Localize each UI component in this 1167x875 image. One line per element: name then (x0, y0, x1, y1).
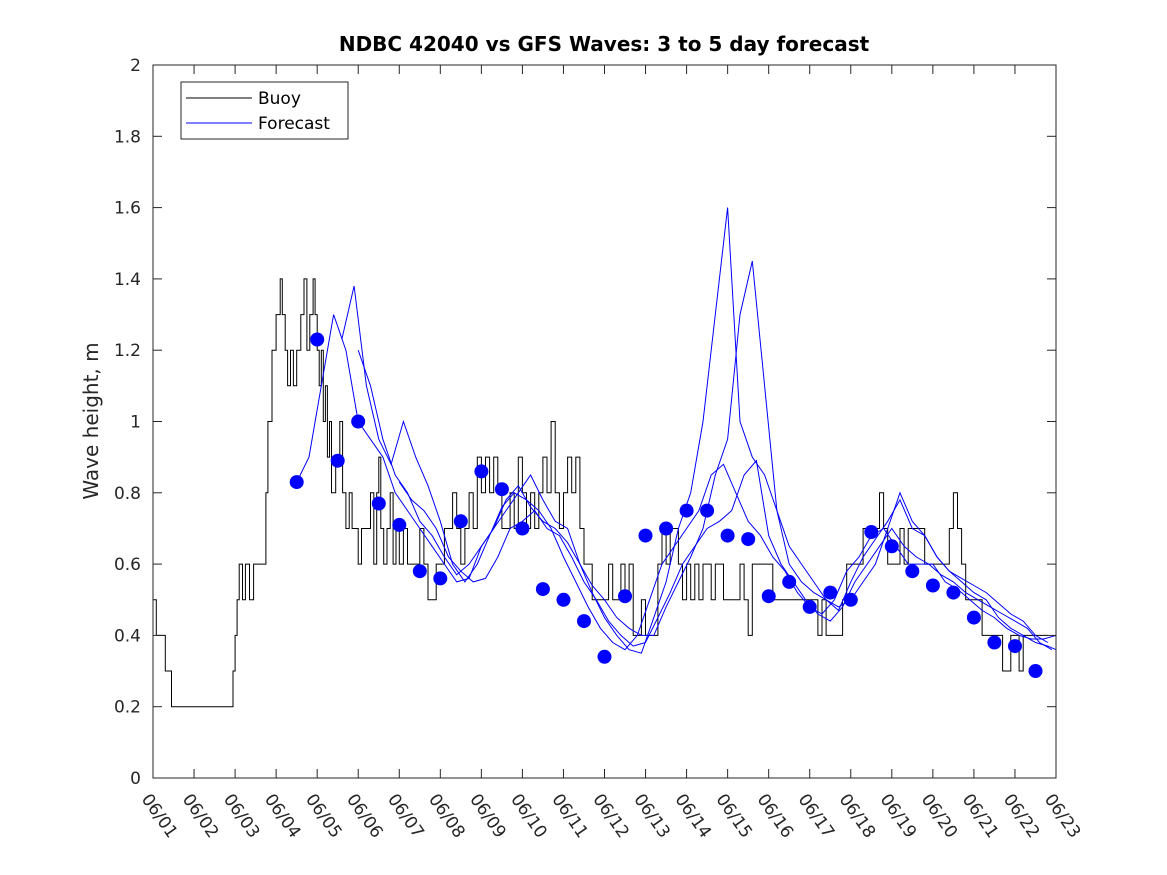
forecast-point (453, 514, 468, 529)
forecast-point (351, 414, 366, 429)
forecast-point (494, 482, 509, 497)
y-tick-label: 1.2 (114, 341, 141, 361)
forecast-point (371, 496, 386, 511)
x-tick-label: 06/08 (424, 790, 468, 842)
forecast-point (761, 589, 776, 604)
legend-forecast-label: Forecast (258, 114, 330, 134)
legend-buoy-label: Buoy (258, 89, 301, 109)
x-tick-label: 06/10 (506, 790, 550, 842)
x-tick-label: 06/19 (876, 790, 920, 842)
x-tick-label: 06/21 (958, 790, 1002, 842)
x-tick-label: 06/12 (588, 790, 632, 842)
series-layer (153, 207, 1057, 708)
y-tick-label: 1.8 (114, 127, 141, 147)
forecast-point (843, 592, 858, 607)
x-tick-label: 06/02 (178, 790, 222, 842)
plot-area (153, 65, 1056, 778)
y-tick-label: 1.4 (114, 270, 141, 290)
x-tick-label: 06/01 (137, 790, 181, 842)
y-tick-label: 0.4 (114, 626, 141, 646)
x-tick-label: 06/17 (794, 790, 838, 842)
forecast-point (925, 578, 940, 593)
x-tick-label: 06/06 (342, 790, 386, 842)
forecast-point (310, 332, 325, 347)
x-tick-label: 06/04 (260, 790, 304, 842)
forecast-point (720, 528, 735, 543)
forecast-point (741, 532, 756, 547)
forecast-point (905, 564, 920, 579)
forecast-point (946, 585, 961, 600)
forecast-point (659, 521, 674, 536)
y-tick-label: 0 (130, 769, 141, 789)
x-tick-label: 06/13 (629, 790, 673, 842)
x-tick-label: 06/07 (383, 790, 427, 842)
forecast-point (782, 574, 797, 589)
forecast-series-line (341, 285, 1057, 651)
x-tick-label: 06/05 (301, 790, 345, 842)
forecast-point (556, 592, 571, 607)
legend: Buoy Forecast (180, 81, 349, 140)
y-tick-label: 1.6 (114, 199, 141, 219)
y-tick-label: 0.6 (114, 555, 141, 575)
forecast-point (802, 599, 817, 614)
x-tick-label: 06/20 (917, 790, 961, 842)
y-axis-title: Wave height, m (79, 342, 103, 499)
forecast-point (474, 464, 489, 479)
legend-box (180, 81, 349, 140)
x-tick-label: 06/23 (1040, 790, 1084, 842)
forecast-series-line (398, 459, 1053, 651)
forecast-point (433, 571, 448, 586)
forecast-point (1028, 664, 1043, 678)
forecast-point (412, 564, 427, 579)
x-tick-label: 06/22 (999, 790, 1043, 842)
forecast-point (515, 521, 530, 536)
forecast-point (679, 503, 694, 518)
y-tick-label: 0.8 (114, 484, 141, 504)
x-tick-label: 06/03 (219, 790, 263, 842)
forecast-point (392, 517, 407, 532)
forecast-point (289, 475, 304, 490)
x-tick-label: 06/14 (671, 790, 715, 842)
forecast-point (864, 525, 879, 539)
forecast-point (823, 585, 838, 600)
forecast-point (987, 635, 1002, 650)
y-tick-label: 2 (130, 56, 141, 76)
x-tick-label: 06/09 (465, 790, 509, 842)
forecast-point (535, 582, 550, 597)
x-tick-label: 06/18 (835, 790, 879, 842)
forecast-point (966, 610, 981, 625)
forecast-point (700, 503, 715, 518)
x-tick-label: 06/16 (753, 790, 797, 842)
y-tick-label: 1 (130, 413, 141, 433)
forecast-point (597, 649, 612, 664)
chart-title: NDBC 42040 vs GFS Waves: 3 to 5 day fore… (339, 32, 870, 56)
y-tick-label: 0.2 (114, 698, 141, 718)
forecast-point (638, 528, 653, 543)
x-tick-label: 06/15 (712, 790, 756, 842)
forecast-point (618, 589, 632, 604)
x-tick-label: 06/11 (547, 790, 591, 842)
forecast-point (577, 614, 591, 629)
forecast-point (884, 539, 899, 554)
forecast-point (1008, 639, 1022, 654)
forecast-series-line (357, 260, 1049, 643)
forecast-point (330, 453, 345, 468)
